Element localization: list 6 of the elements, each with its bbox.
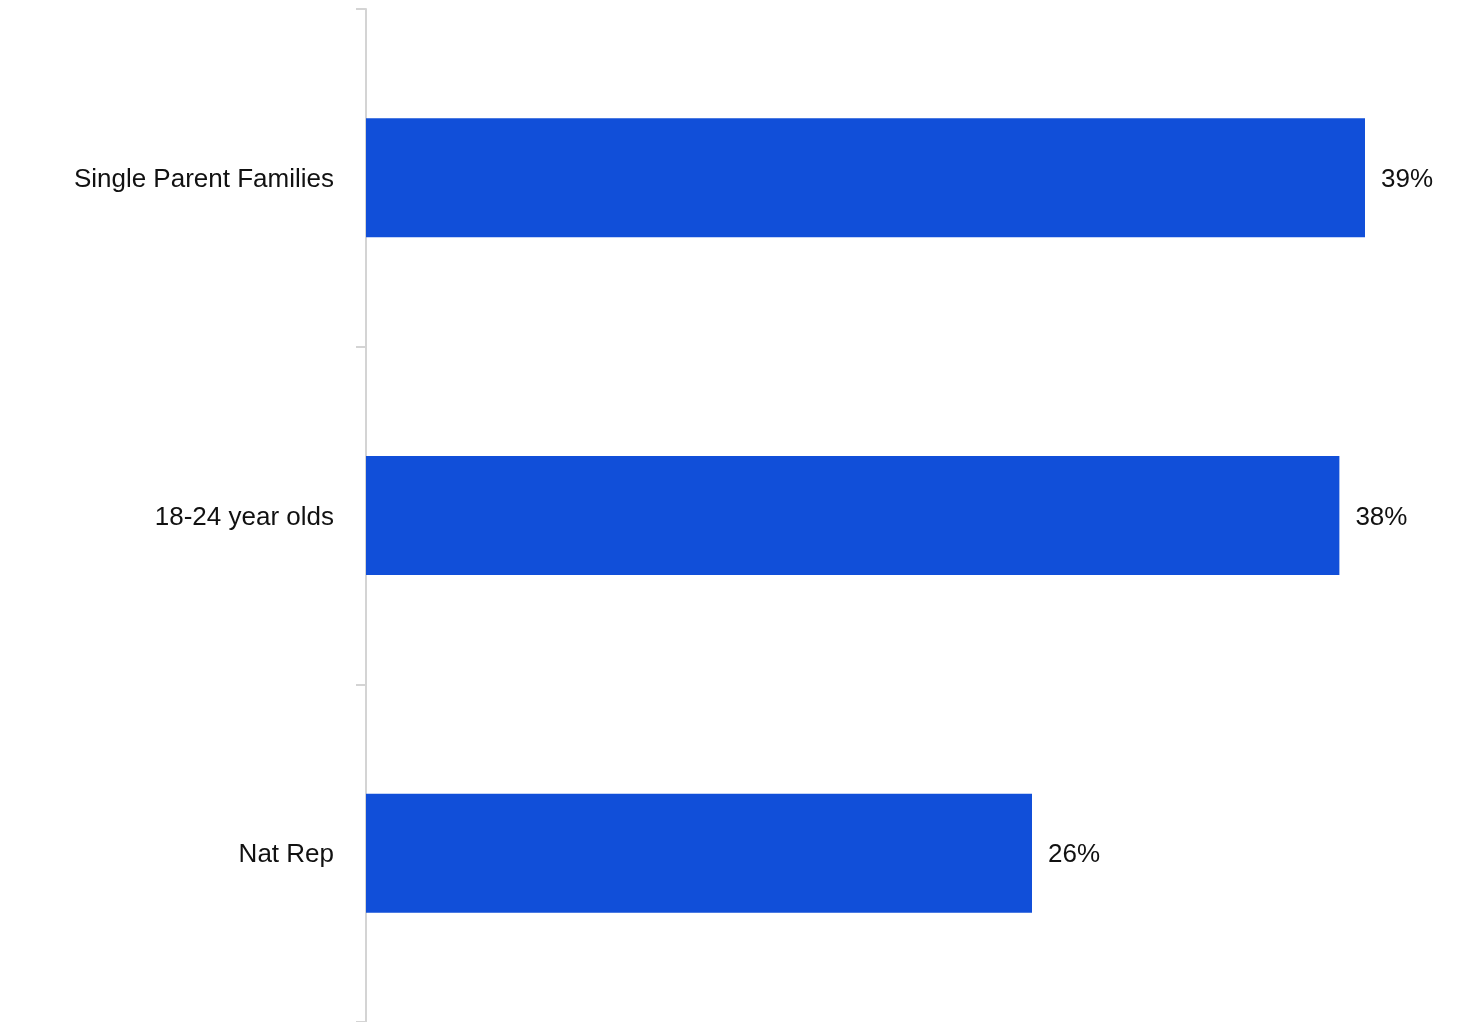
y-tick-label: Single Parent Families	[73, 162, 334, 193]
y-tick-label: Nat Rep	[238, 838, 334, 869]
y-tick-label: 18-24 year olds	[154, 500, 334, 531]
data-label: 39%	[1381, 162, 1434, 193]
data-label: 26%	[1048, 838, 1101, 869]
data-label: 38%	[1355, 500, 1408, 531]
